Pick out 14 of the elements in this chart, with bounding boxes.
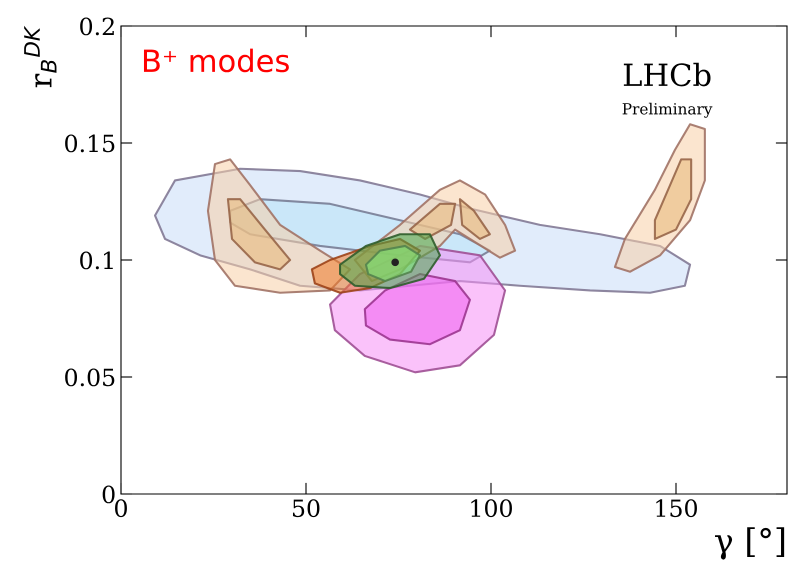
- y-tick-label: 0: [102, 485, 115, 504]
- annotation: B⁺ modes: [144, 48, 289, 72]
- annotation: LHCb: [624, 62, 711, 86]
- y-tick-label: 0.1: [80, 251, 113, 270]
- annotation: Preliminary: [622, 102, 712, 118]
- x-tick-label: 150: [656, 499, 697, 518]
- x-axis-title: γ [°]: [715, 527, 784, 560]
- x-tick-label: 100: [471, 499, 512, 518]
- x-tick-label: 0: [115, 499, 127, 518]
- y-axis-title: r$_{B}$$^{DK}$: [24, 26, 56, 88]
- y-tick-label: 0.15: [65, 134, 114, 152]
- y-tick-label: 0.2: [80, 17, 114, 36]
- y-tick-label: 0.05: [65, 368, 114, 386]
- x-tick-label: 50: [292, 499, 320, 518]
